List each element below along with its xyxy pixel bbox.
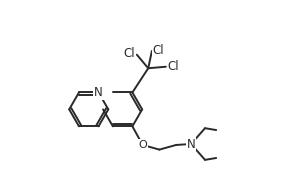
Text: Cl: Cl	[168, 60, 179, 73]
Text: Cl: Cl	[153, 43, 164, 57]
Text: N: N	[187, 138, 196, 150]
Text: N: N	[94, 86, 103, 99]
Text: Cl: Cl	[123, 47, 135, 60]
Text: O: O	[138, 140, 147, 150]
